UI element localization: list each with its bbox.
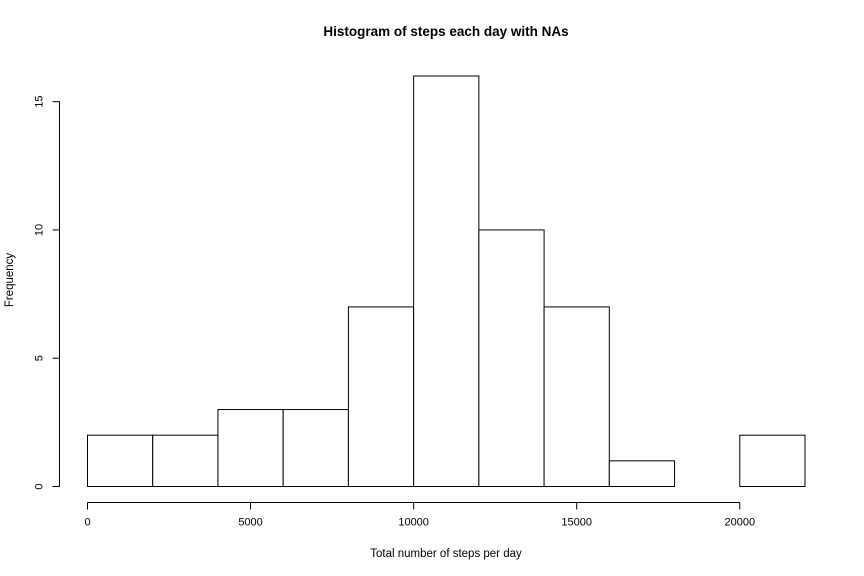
- x-tick-label-4: 20000: [724, 517, 755, 529]
- x-tick-label-2: 10000: [398, 517, 429, 529]
- histogram-bar-2: [217, 409, 284, 487]
- y-tick-label-0: 0: [34, 483, 46, 489]
- histogram-bar-1: [152, 434, 219, 487]
- histogram-bar-3: [282, 409, 349, 487]
- y-tick-label-3: 15: [34, 96, 46, 108]
- histogram-bar-8: [608, 460, 676, 487]
- histogram-bar-10: [739, 434, 806, 487]
- y-axis: 0 5 10 15: [34, 96, 60, 490]
- histogram-bar-4: [347, 306, 415, 487]
- histogram-bar-6: [478, 229, 545, 487]
- x-tick-label-0: 0: [84, 517, 90, 529]
- x-tick-label-3: 15000: [561, 517, 592, 529]
- histogram-bar-0: [87, 434, 154, 487]
- x-axis-label: Total number of steps per day: [370, 548, 522, 560]
- bars-group: [87, 75, 806, 487]
- y-tick-label-1: 5: [34, 355, 46, 361]
- x-tick-label-1: 5000: [238, 517, 262, 529]
- y-axis-label: Frequency: [4, 253, 16, 308]
- histogram-bar-7: [543, 306, 610, 487]
- chart-title: Histogram of steps each day with NAs: [323, 24, 568, 39]
- y-tick-label-2: 10: [34, 224, 46, 236]
- histogram-bar-5: [413, 75, 480, 487]
- x-axis: 0 5000 10000 15000 20000: [84, 502, 755, 529]
